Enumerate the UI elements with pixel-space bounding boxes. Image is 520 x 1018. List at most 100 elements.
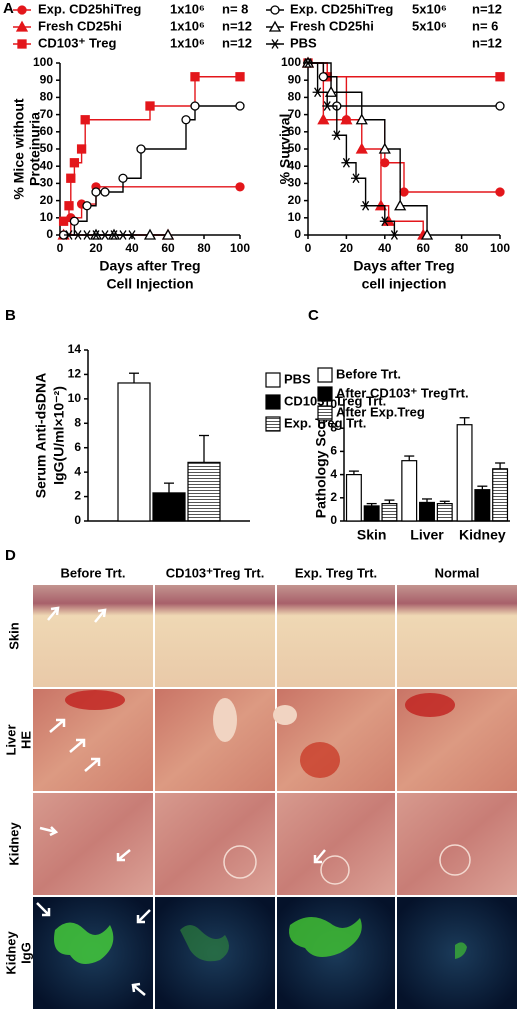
legend-dose: 1x10⁶ bbox=[170, 18, 205, 33]
marker bbox=[64, 201, 74, 211]
marker bbox=[190, 72, 200, 82]
bar bbox=[345, 474, 362, 522]
legend-label: Exp. Treg Trt. bbox=[284, 415, 366, 430]
y-tick-label: 10 bbox=[68, 391, 82, 405]
marker bbox=[100, 230, 110, 240]
x-tick-label: 100 bbox=[490, 241, 510, 255]
marker bbox=[73, 230, 83, 240]
marker bbox=[399, 187, 409, 197]
y-tick-label: 8 bbox=[330, 420, 337, 434]
bar bbox=[187, 461, 221, 522]
legend-label: CD103⁺ Treg Trt. bbox=[284, 393, 386, 408]
y-tick-label: 90 bbox=[288, 72, 302, 86]
marker bbox=[379, 216, 390, 227]
marker bbox=[91, 187, 101, 197]
marker bbox=[66, 173, 76, 183]
legend-swatch bbox=[265, 372, 281, 388]
x-axis-label: Cell Injection bbox=[106, 276, 193, 292]
y-tick-label: 70 bbox=[288, 107, 302, 121]
marker bbox=[109, 230, 119, 240]
bar bbox=[117, 382, 151, 522]
marker bbox=[318, 72, 329, 82]
series-line bbox=[308, 62, 424, 235]
series-line bbox=[63, 105, 240, 236]
y-tick-label: 20 bbox=[288, 193, 302, 207]
legend-count: n= 8 bbox=[222, 1, 248, 16]
marker bbox=[161, 228, 175, 240]
marker bbox=[495, 101, 505, 111]
marker bbox=[324, 85, 338, 97]
column-header: CD103⁺Treg Trt. bbox=[166, 565, 265, 580]
marker bbox=[351, 173, 361, 184]
column-header: Normal bbox=[435, 565, 480, 580]
x-tick-label: 60 bbox=[417, 241, 431, 255]
x-tick-label: 40 bbox=[378, 241, 392, 255]
marker bbox=[100, 187, 110, 197]
x-tick-label: Kidney bbox=[459, 527, 506, 543]
row-label: Liver bbox=[3, 724, 18, 755]
marker bbox=[331, 130, 342, 141]
x-tick-label: 80 bbox=[455, 241, 469, 255]
legend-count: n=12 bbox=[222, 35, 252, 50]
x-tick-label: 0 bbox=[305, 241, 312, 255]
y-tick-label: 40 bbox=[40, 158, 54, 172]
panel-label: D bbox=[5, 547, 16, 564]
marker bbox=[127, 230, 137, 240]
bar bbox=[152, 492, 186, 522]
marker bbox=[145, 101, 155, 111]
marker bbox=[420, 228, 434, 240]
marker bbox=[495, 72, 505, 82]
y-axis-label: Pathology Score bbox=[313, 408, 329, 519]
y-tick-label: 100 bbox=[33, 55, 53, 69]
marker bbox=[190, 101, 200, 111]
column-header: Before Trt. bbox=[60, 565, 125, 580]
marker bbox=[235, 101, 245, 111]
y-axis-label: IgG(U/ml×10⁻²) bbox=[51, 386, 67, 485]
marker bbox=[91, 230, 101, 240]
bar bbox=[419, 501, 435, 522]
marker bbox=[380, 158, 390, 168]
panel-label: B bbox=[5, 307, 16, 324]
marker bbox=[136, 144, 146, 154]
y-tick-label: 0 bbox=[294, 227, 301, 241]
bar bbox=[492, 468, 509, 522]
marker bbox=[495, 187, 505, 197]
legend-dose: 1x10⁶ bbox=[170, 1, 205, 16]
y-tick-label: 2 bbox=[330, 490, 337, 504]
legend-label: Fresh CD25hi bbox=[38, 18, 122, 33]
row-label: Kidney bbox=[6, 822, 21, 866]
x-tick-label: 0 bbox=[57, 241, 64, 255]
marker bbox=[17, 39, 27, 49]
marker bbox=[394, 199, 407, 211]
legend-label: After Exp.Treg bbox=[336, 404, 425, 419]
legend-count: n= 6 bbox=[472, 18, 498, 33]
y-tick-label: 6 bbox=[74, 440, 81, 454]
marker bbox=[82, 230, 92, 240]
row-label: Skin bbox=[6, 622, 21, 650]
y-tick-label: 50 bbox=[288, 141, 302, 155]
bar bbox=[456, 424, 473, 522]
legend-swatch bbox=[265, 416, 281, 432]
marker bbox=[340, 113, 353, 125]
y-tick-label: 70 bbox=[40, 107, 54, 121]
x-tick-label: 80 bbox=[197, 241, 211, 255]
marker bbox=[58, 216, 69, 226]
x-tick-label: 20 bbox=[340, 241, 354, 255]
y-tick-label: 20 bbox=[40, 193, 54, 207]
y-axis-label: % Mice without bbox=[11, 98, 27, 199]
legend-swatch bbox=[265, 394, 281, 410]
marker bbox=[80, 115, 90, 125]
column-header: Exp. Treg Trt. bbox=[295, 565, 377, 580]
bar bbox=[436, 503, 453, 522]
legend-dose: 5x10⁶ bbox=[412, 1, 447, 16]
legend-label: PBS bbox=[290, 35, 317, 50]
legend-swatch bbox=[317, 386, 333, 402]
legend-dose: 5x10⁶ bbox=[412, 18, 447, 33]
row-label: HE bbox=[18, 731, 33, 749]
marker bbox=[270, 39, 280, 49]
x-tick-label: Liver bbox=[410, 527, 444, 543]
y-tick-label: 50 bbox=[40, 141, 54, 155]
y-tick-label: 12 bbox=[68, 367, 82, 381]
y-tick-label: 14 bbox=[68, 342, 82, 356]
marker bbox=[64, 230, 74, 240]
